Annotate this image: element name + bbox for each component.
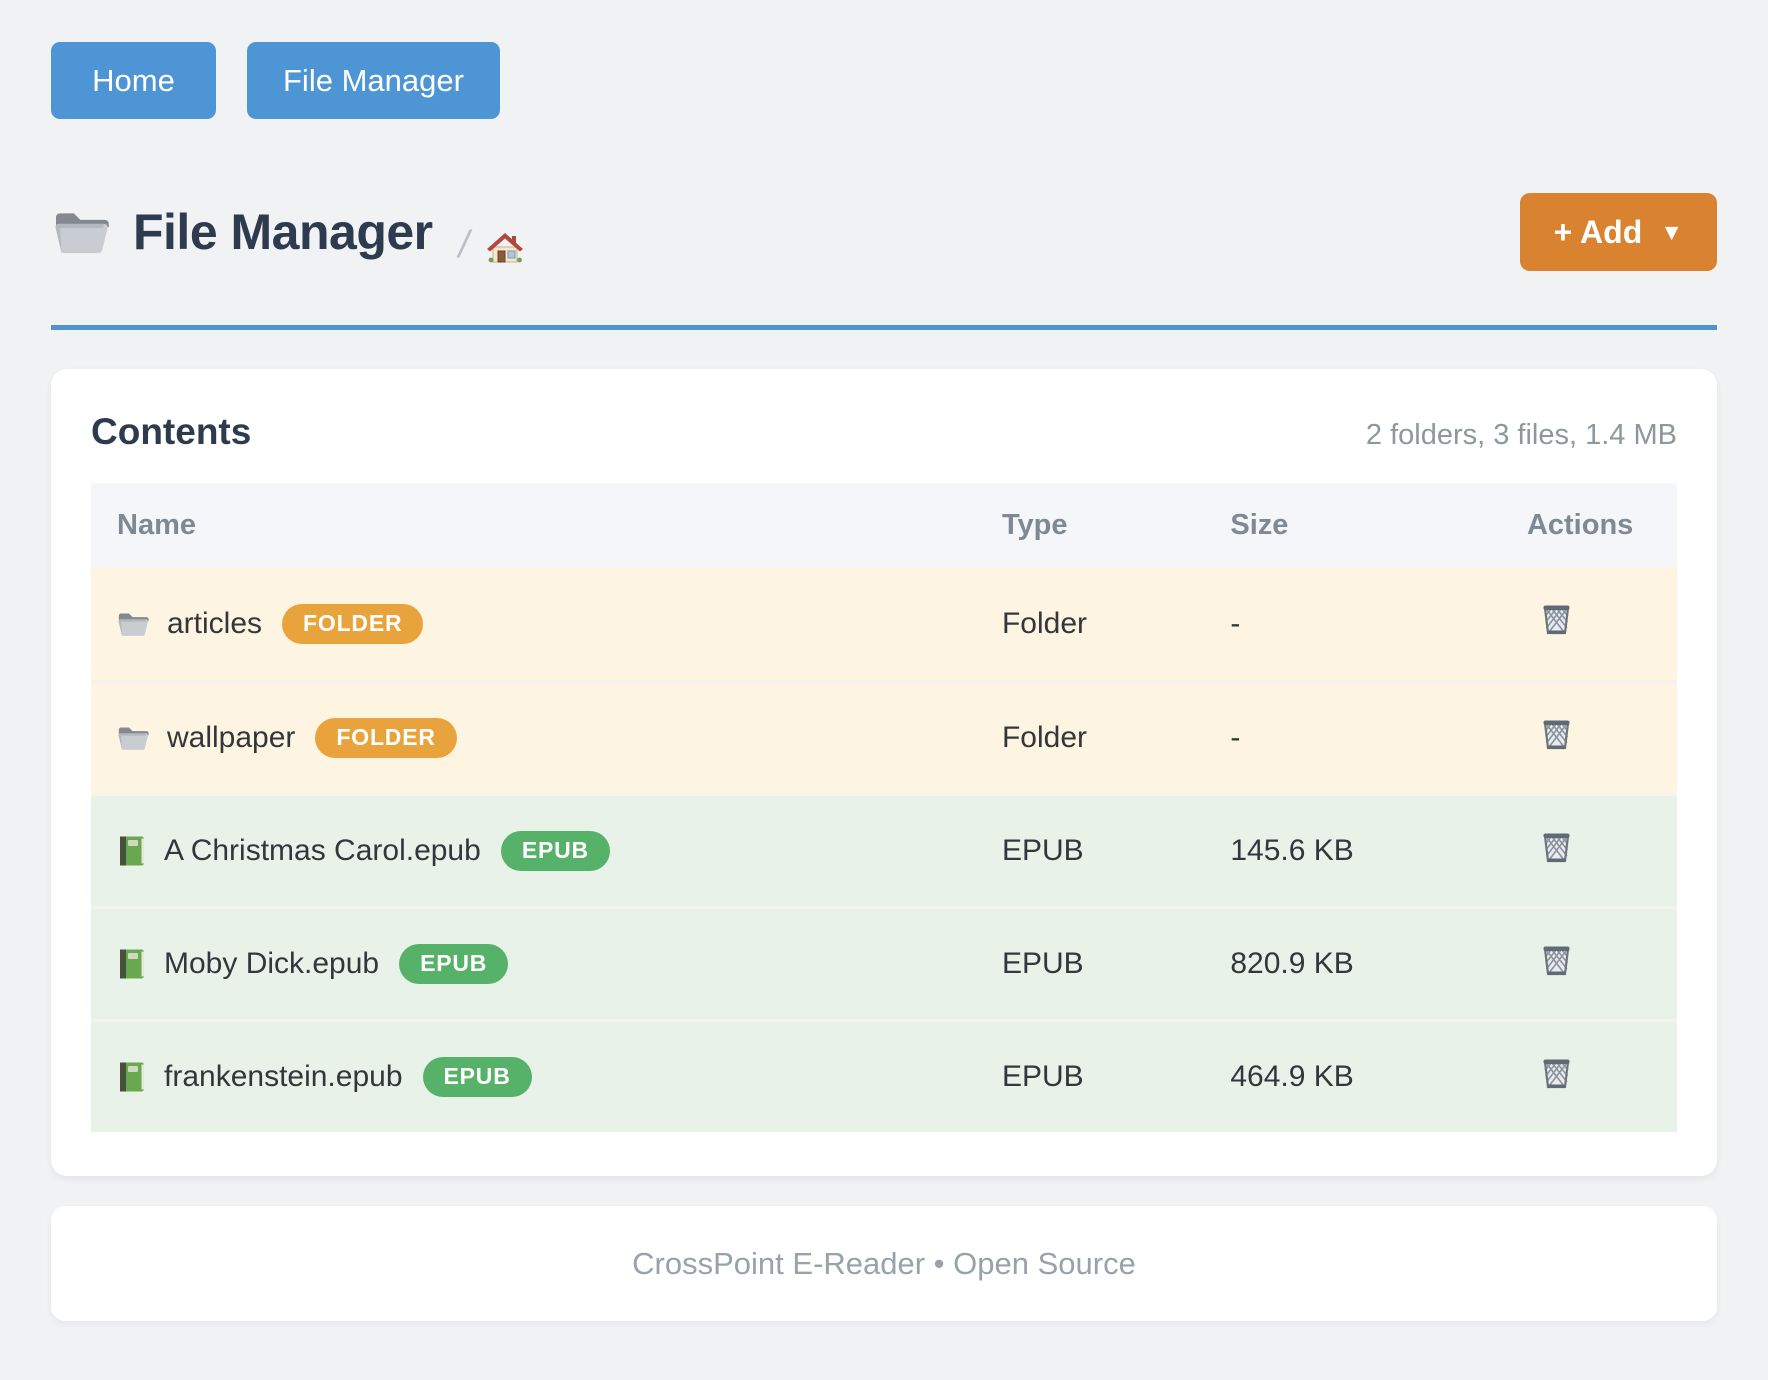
name-cell: Moby Dick.epub EPUB bbox=[91, 944, 976, 984]
type-cell: Folder bbox=[1001, 606, 1088, 640]
name-cell: frankenstein.epub EPUB bbox=[91, 1057, 976, 1097]
actions-cell bbox=[1501, 829, 1677, 874]
contents-card-header: Contents 2 folders, 3 files, 1.4 MB bbox=[91, 411, 1677, 453]
type-cell: EPUB bbox=[1001, 1060, 1084, 1093]
delete-button[interactable] bbox=[1539, 1055, 1574, 1092]
add-button[interactable]: + Add ▼ bbox=[1519, 193, 1717, 271]
footer-text: CrossPoint E-Reader • Open Source bbox=[632, 1245, 1136, 1281]
name-cell: A Christmas Carol.epub EPUB bbox=[91, 831, 976, 871]
green-book-icon bbox=[120, 1062, 144, 1092]
file-table: Name Type Size Actions articles FOLDER F… bbox=[91, 483, 1677, 1132]
table-row: A Christmas Carol.epub EPUB EPUB 145.6 K… bbox=[91, 793, 1677, 906]
column-header-size: Size bbox=[1230, 508, 1289, 541]
actions-cell bbox=[1501, 716, 1677, 761]
type-cell: EPUB bbox=[1001, 947, 1084, 980]
folder-link[interactable]: wallpaper bbox=[167, 721, 296, 754]
footer: CrossPoint E-Reader • Open Source bbox=[51, 1206, 1717, 1321]
chevron-down-icon: ▼ bbox=[1660, 218, 1683, 245]
trash-icon bbox=[1542, 1057, 1571, 1089]
file-link[interactable]: A Christmas Carol.epub bbox=[164, 834, 481, 867]
table-row: frankenstein.epub EPUB EPUB 464.9 KB bbox=[91, 1019, 1677, 1132]
folder-icon bbox=[55, 213, 109, 254]
add-button-label: + Add bbox=[1553, 213, 1643, 250]
contents-summary: 2 folders, 3 files, 1.4 MB bbox=[1365, 419, 1677, 451]
green-book-icon bbox=[120, 836, 144, 866]
page-title: File Manager bbox=[133, 204, 433, 260]
size-cell: 145.6 KB bbox=[1230, 834, 1354, 867]
table-row: wallpaper FOLDER Folder - bbox=[91, 680, 1677, 793]
breadcrumb-separator: / bbox=[458, 223, 470, 266]
delete-button[interactable] bbox=[1539, 601, 1574, 638]
title-wrap: File Manager / bbox=[51, 198, 525, 267]
page-header: File Manager / + Add ▼ bbox=[51, 189, 1717, 275]
column-header-name: Name bbox=[117, 508, 196, 541]
folder-badge: FOLDER bbox=[315, 718, 457, 758]
delete-button[interactable] bbox=[1539, 942, 1574, 979]
type-cell: EPUB bbox=[1001, 834, 1084, 867]
page: Home File Manager File Manager / + Add ▼… bbox=[51, 42, 1717, 1321]
size-cell: - bbox=[1230, 721, 1241, 754]
trash-icon bbox=[1542, 604, 1571, 636]
type-cell: Folder bbox=[1001, 721, 1088, 754]
size-cell: - bbox=[1230, 606, 1241, 640]
name-cell: articles FOLDER bbox=[91, 603, 976, 644]
table-header-row: Name Type Size Actions bbox=[91, 483, 1677, 567]
trash-icon bbox=[1542, 831, 1571, 863]
epub-badge: EPUB bbox=[422, 1057, 532, 1097]
actions-cell bbox=[1501, 601, 1677, 646]
column-header-type: Type bbox=[1001, 508, 1068, 541]
top-nav: Home File Manager bbox=[51, 42, 1717, 119]
folder-icon bbox=[118, 612, 149, 636]
file-link[interactable]: Moby Dick.epub bbox=[164, 947, 380, 980]
trash-icon bbox=[1542, 944, 1571, 976]
house-icon[interactable] bbox=[485, 227, 525, 267]
green-book-icon bbox=[120, 949, 144, 979]
epub-badge: EPUB bbox=[399, 944, 509, 984]
folder-icon bbox=[118, 727, 149, 750]
column-header-actions: Actions bbox=[1526, 508, 1634, 541]
name-cell: wallpaper FOLDER bbox=[91, 718, 976, 758]
actions-cell bbox=[1501, 942, 1677, 987]
delete-button[interactable] bbox=[1539, 829, 1574, 866]
contents-heading: Contents bbox=[91, 411, 252, 452]
title-rule bbox=[51, 325, 1717, 330]
folder-badge: FOLDER bbox=[282, 603, 424, 644]
folder-link[interactable]: articles bbox=[167, 606, 263, 640]
actions-cell bbox=[1501, 1055, 1677, 1100]
file-manager-button[interactable]: File Manager bbox=[247, 42, 500, 119]
epub-badge: EPUB bbox=[500, 831, 610, 871]
file-link[interactable]: frankenstein.epub bbox=[164, 1060, 403, 1093]
breadcrumb: / bbox=[459, 224, 526, 267]
trash-icon bbox=[1542, 718, 1571, 750]
size-cell: 820.9 KB bbox=[1230, 947, 1354, 980]
delete-button[interactable] bbox=[1539, 716, 1574, 753]
contents-card: Contents 2 folders, 3 files, 1.4 MB Name… bbox=[51, 369, 1717, 1176]
size-cell: 464.9 KB bbox=[1230, 1060, 1354, 1093]
table-row: articles FOLDER Folder - bbox=[91, 567, 1677, 680]
home-button[interactable]: Home bbox=[51, 42, 216, 119]
table-row: Moby Dick.epub EPUB EPUB 820.9 KB bbox=[91, 906, 1677, 1019]
